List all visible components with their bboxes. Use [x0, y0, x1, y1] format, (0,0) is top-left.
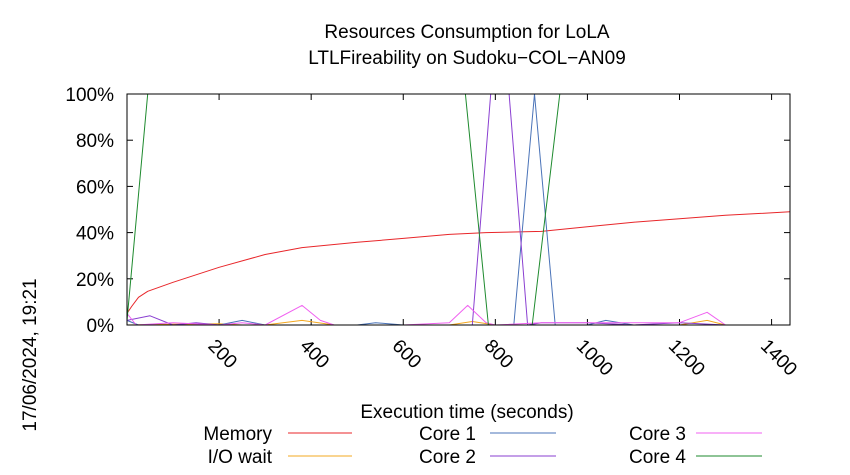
legend-label: Core 3 — [629, 424, 686, 445]
plot-border — [126, 93, 791, 326]
x-tick-label: 1400 — [756, 336, 801, 381]
x-tick-label: 600 — [388, 336, 425, 373]
y-tick-label: 40% — [76, 224, 114, 245]
y-axis: 0% 20% 40% 60% 80% 100% — [65, 85, 790, 337]
x-axis: 200 400 600 800 1000 1200 1400 — [204, 94, 801, 380]
x-tick-label: 1000 — [572, 336, 617, 381]
chart-subtitle: LTLFireability on Sudoku−COL−AN09 — [308, 48, 626, 69]
timestamp-label: 17/06/2024, 19:21 — [20, 278, 41, 431]
x-tick-label: 200 — [204, 336, 241, 373]
legend-label: Memory — [203, 424, 272, 445]
series-line-memory — [126, 211, 791, 314]
legend-label: Core 1 — [419, 424, 476, 445]
series-line-core-3 — [126, 304, 790, 326]
y-tick-label: 0% — [87, 316, 115, 337]
legend-label: I/O wait — [208, 447, 273, 468]
x-tick-label: 400 — [296, 336, 333, 373]
plot-area — [126, 93, 791, 326]
y-tick-label: 60% — [76, 177, 114, 198]
legend-label: Core 2 — [419, 447, 476, 468]
x-tick-label: 1200 — [664, 336, 709, 381]
y-tick-label: 20% — [76, 270, 114, 291]
chart-title: Resources Consumption for LoLA — [324, 22, 609, 43]
series-line-core-1 — [126, 93, 790, 326]
legend-label: Core 4 — [629, 447, 686, 468]
series-line-core-4 — [126, 93, 790, 326]
y-tick-label: 80% — [76, 131, 114, 152]
x-axis-label: Execution time (seconds) — [360, 402, 573, 423]
y-tick-label: 100% — [65, 85, 114, 106]
x-tick-label: 800 — [480, 336, 517, 373]
series-line-core-2 — [126, 93, 790, 326]
